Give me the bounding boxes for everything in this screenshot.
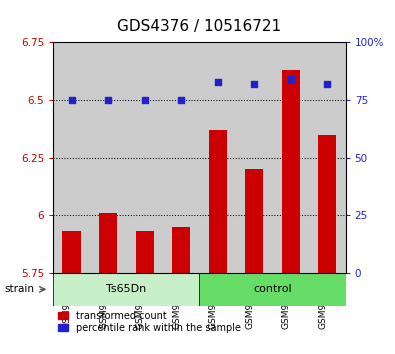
- FancyBboxPatch shape: [53, 273, 199, 306]
- Bar: [199, 42, 236, 273]
- Bar: [309, 42, 346, 273]
- Bar: [99, 213, 117, 273]
- Text: strain: strain: [4, 284, 34, 295]
- Bar: [172, 227, 190, 273]
- Bar: [135, 231, 154, 273]
- Point: [68, 97, 75, 103]
- Point: [141, 97, 148, 103]
- Text: control: control: [253, 284, 292, 295]
- Point: [214, 79, 221, 84]
- Text: GDS4376 / 10516721: GDS4376 / 10516721: [117, 19, 282, 34]
- Point: [324, 81, 331, 87]
- Text: Ts65Dn: Ts65Dn: [106, 284, 147, 295]
- Bar: [163, 42, 199, 273]
- Bar: [126, 42, 163, 273]
- Point: [251, 81, 258, 87]
- Bar: [53, 42, 90, 273]
- Legend: transformed count, percentile rank within the sample: transformed count, percentile rank withi…: [58, 311, 241, 333]
- FancyBboxPatch shape: [199, 273, 346, 306]
- Bar: [62, 231, 81, 273]
- Bar: [282, 70, 300, 273]
- Bar: [209, 130, 227, 273]
- Bar: [90, 42, 126, 273]
- Point: [105, 97, 111, 103]
- Point: [178, 97, 184, 103]
- Bar: [245, 169, 263, 273]
- Point: [288, 76, 294, 82]
- Bar: [236, 42, 273, 273]
- Bar: [273, 42, 309, 273]
- Bar: [318, 135, 337, 273]
